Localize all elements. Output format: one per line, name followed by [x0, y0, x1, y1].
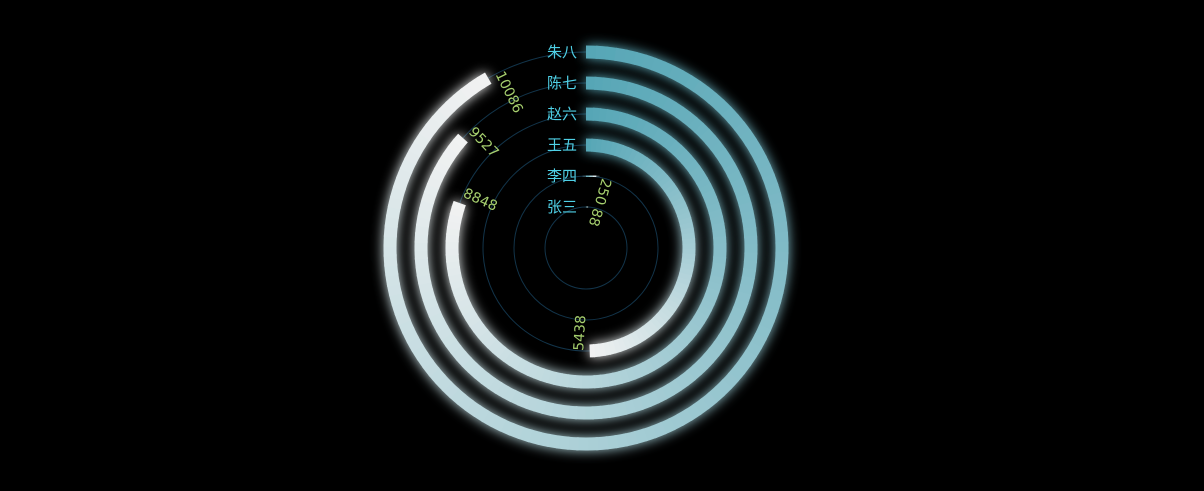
bar-朱八 [383, 45, 789, 451]
category-label: 王五 [547, 136, 577, 154]
bar-segment [452, 133, 468, 149]
category-labels: 张三 李四 王五 赵六 陈七 朱八 [547, 43, 577, 216]
value-label: 5438 [571, 315, 589, 352]
value-label: 9527 [465, 124, 501, 161]
grid-track [544, 206, 628, 290]
bars [383, 45, 789, 451]
category-label: 李四 [547, 167, 577, 185]
value-label: 88 [585, 206, 605, 228]
value-label: 8848 [461, 186, 500, 215]
bar-segment [451, 200, 466, 212]
bar-李四 [585, 169, 598, 184]
category-label: 朱八 [547, 43, 577, 61]
bar-陈七 [414, 76, 758, 420]
category-label: 张三 [547, 198, 577, 216]
bar-赵六 [445, 107, 727, 389]
bar-segment [476, 72, 492, 89]
value-label: 250 [591, 177, 614, 207]
category-label: 陈七 [547, 74, 577, 92]
grid-track [513, 175, 659, 321]
category-label: 赵六 [547, 105, 577, 123]
bar-王五 [585, 138, 696, 358]
